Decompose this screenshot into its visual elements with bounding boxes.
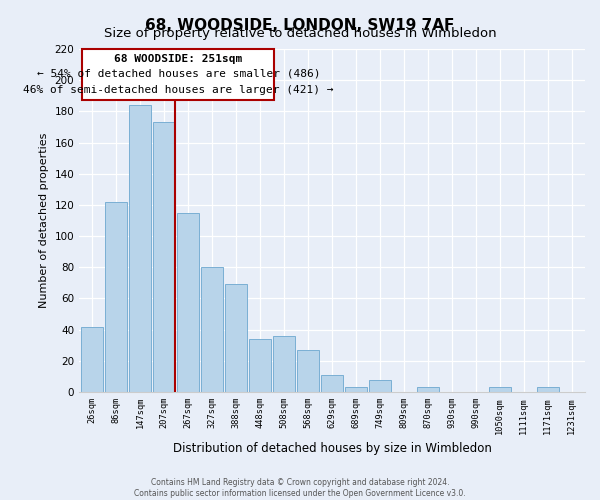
FancyBboxPatch shape bbox=[82, 49, 274, 100]
Bar bbox=[82, 326, 103, 392]
Text: Contains HM Land Registry data © Crown copyright and database right 2024.
Contai: Contains HM Land Registry data © Crown c… bbox=[134, 478, 466, 498]
Bar bbox=[297, 350, 319, 392]
Bar bbox=[489, 388, 511, 392]
Bar bbox=[345, 388, 367, 392]
Bar bbox=[321, 375, 343, 392]
Bar bbox=[130, 105, 151, 392]
Bar bbox=[417, 388, 439, 392]
Bar bbox=[369, 380, 391, 392]
Bar bbox=[249, 339, 271, 392]
Bar bbox=[178, 212, 199, 392]
Text: 46% of semi-detached houses are larger (421) →: 46% of semi-detached houses are larger (… bbox=[23, 84, 334, 94]
Text: ← 54% of detached houses are smaller (486): ← 54% of detached houses are smaller (48… bbox=[37, 69, 320, 79]
Bar bbox=[106, 202, 127, 392]
Bar bbox=[273, 336, 295, 392]
X-axis label: Distribution of detached houses by size in Wimbledon: Distribution of detached houses by size … bbox=[173, 442, 491, 455]
Text: 68 WOODSIDE: 251sqm: 68 WOODSIDE: 251sqm bbox=[114, 54, 242, 64]
Y-axis label: Number of detached properties: Number of detached properties bbox=[39, 133, 49, 308]
Bar bbox=[225, 284, 247, 392]
Text: 68, WOODSIDE, LONDON, SW19 7AF: 68, WOODSIDE, LONDON, SW19 7AF bbox=[145, 18, 455, 32]
Text: Size of property relative to detached houses in Wimbledon: Size of property relative to detached ho… bbox=[104, 28, 496, 40]
Bar bbox=[202, 268, 223, 392]
Bar bbox=[154, 122, 175, 392]
Bar bbox=[537, 388, 559, 392]
